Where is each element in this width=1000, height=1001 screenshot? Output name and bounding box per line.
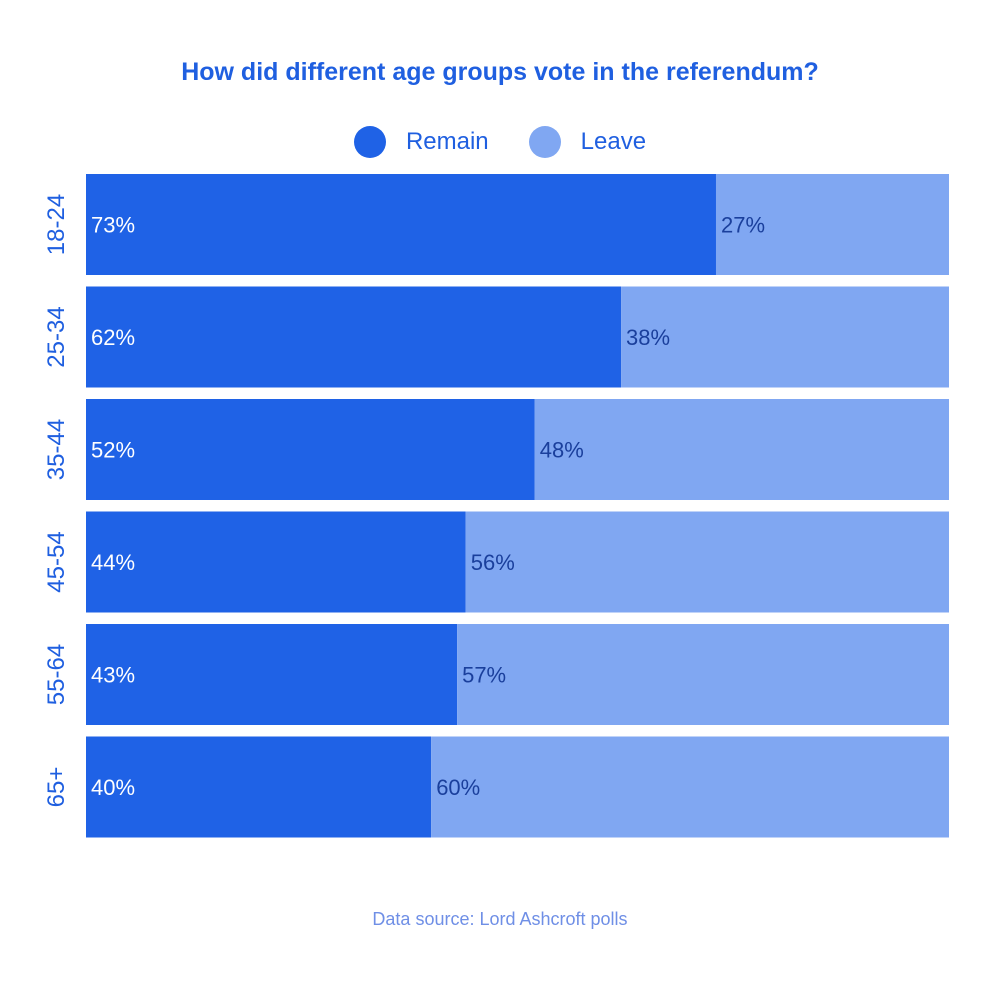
data-label-remain-45-54: 44%: [91, 550, 135, 575]
bar-remain-35-44: [86, 399, 535, 500]
bar-leave-55-64: [457, 624, 949, 725]
category-label-55-64: 55-64: [43, 644, 70, 705]
data-label-leave-45-54: 56%: [471, 550, 515, 575]
data-label-leave-65+: 60%: [436, 775, 480, 800]
legend-label-leave: Leave: [580, 128, 647, 155]
bar-remain-45-54: [86, 511, 466, 613]
data-source-note: Data source: Lord Ashcroft polls: [372, 909, 628, 929]
data-label-remain-25-34: 62%: [91, 325, 135, 350]
data-label-remain-55-64: 43%: [91, 663, 135, 688]
bar-leave-18-24: [715, 174, 949, 275]
category-label-25-34: 25-34: [43, 306, 70, 367]
bar-leave-65+: [431, 736, 949, 838]
legend: Remain Leave: [0, 126, 1000, 158]
bar-leave-45-54: [465, 511, 949, 613]
bar-remain-18-24: [86, 174, 716, 275]
data-label-remain-35-44: 52%: [91, 438, 135, 463]
data-label-remain-65+: 40%: [91, 775, 135, 800]
category-label-18-24: 18-24: [43, 194, 70, 255]
data-label-leave-18-24: 27%: [721, 213, 765, 238]
data-label-leave-55-64: 57%: [462, 663, 506, 688]
bar-remain-25-34: [86, 286, 622, 388]
category-label-45-54: 45-54: [43, 531, 70, 592]
legend-item-leave: Leave: [528, 126, 647, 158]
category-label-65+: 65+: [43, 767, 70, 808]
legend-swatch-leave: [528, 126, 561, 158]
legend-swatch-remain: [353, 126, 386, 158]
legend-item-remain: Remain: [353, 126, 489, 158]
bar-remain-65+: [86, 736, 432, 838]
chart-title: How did different age groups vote in the…: [181, 58, 819, 86]
data-label-leave-35-44: 48%: [540, 438, 584, 463]
data-label-remain-18-24: 73%: [91, 213, 135, 238]
bar-leave-35-44: [534, 399, 949, 500]
bar-leave-25-34: [621, 286, 949, 388]
category-label-35-44: 35-44: [43, 419, 70, 480]
data-label-leave-25-34: 38%: [626, 325, 670, 350]
legend-label-remain: Remain: [405, 128, 489, 155]
bar-remain-55-64: [86, 624, 458, 725]
